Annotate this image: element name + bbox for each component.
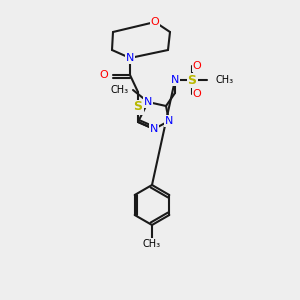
Text: O: O: [151, 17, 159, 27]
Text: N: N: [150, 124, 158, 134]
Text: CH₃: CH₃: [111, 85, 129, 95]
Text: N: N: [144, 97, 152, 107]
Text: O: O: [99, 70, 108, 80]
Text: O: O: [193, 89, 201, 99]
Text: N: N: [171, 75, 179, 85]
Text: N: N: [126, 53, 134, 63]
Text: S: S: [134, 100, 142, 113]
Text: CH₃: CH₃: [215, 75, 233, 85]
Text: O: O: [193, 61, 201, 71]
Text: S: S: [188, 74, 196, 86]
Text: CH₃: CH₃: [143, 239, 161, 249]
Text: N: N: [165, 116, 173, 126]
